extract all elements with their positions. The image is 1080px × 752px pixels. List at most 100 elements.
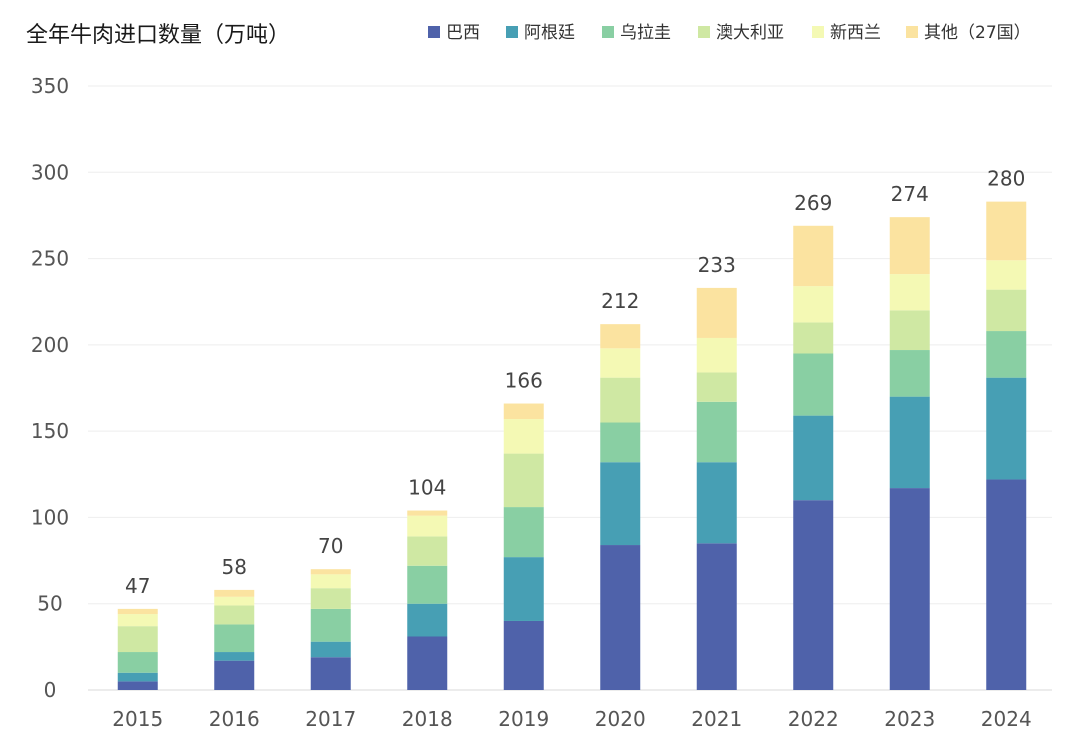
bar-segment — [889, 396, 930, 489]
bar-segment — [310, 574, 351, 589]
legend: 巴西 阿根廷 乌拉圭 澳大利亚 新西兰 其他（27国） — [428, 23, 1031, 43]
bar-segment — [214, 624, 255, 653]
y-tick-label: 300 — [31, 160, 69, 184]
total-label: 280 — [987, 167, 1025, 191]
legend-label: 巴西 — [446, 23, 480, 43]
bar-segment — [986, 479, 1027, 690]
bar-segment — [889, 310, 930, 351]
bar-segment — [407, 510, 448, 516]
bar-segment — [696, 372, 737, 402]
bar-segment — [117, 681, 158, 690]
bar-segment — [793, 500, 834, 690]
x-tick-label: 2024 — [981, 707, 1032, 731]
bar-segment — [310, 608, 351, 642]
bar-segment — [793, 415, 834, 501]
legend-label: 其他（27国） — [924, 23, 1031, 43]
legend-swatch — [506, 26, 518, 38]
total-labels: 47 58 70 104 166 212 233 269 274 280 — [125, 167, 1025, 598]
total-label: 104 — [408, 476, 446, 500]
y-tick-label: 200 — [31, 333, 69, 357]
total-label: 166 — [505, 369, 543, 393]
bar-segment — [503, 620, 544, 690]
y-tick-label: 0 — [44, 678, 57, 702]
bar-segment — [793, 322, 834, 354]
bar-segment — [986, 289, 1027, 332]
bar-segment — [117, 626, 158, 653]
y-tick-label: 350 — [31, 74, 69, 98]
bar-segment — [986, 377, 1027, 480]
total-label: 269 — [794, 191, 832, 215]
bar-segment — [696, 543, 737, 690]
bar-segment — [310, 641, 351, 658]
y-tick-label: 50 — [37, 592, 62, 616]
bar-segment — [117, 608, 158, 615]
y-tick-label: 250 — [31, 247, 69, 271]
x-tick-label: 2015 — [112, 707, 163, 731]
bar-segment — [214, 589, 255, 597]
x-axis-ticks: 2015 2016 2017 2018 2019 2020 2021 2022 2023 2024 — [112, 707, 1031, 731]
bar-segment — [889, 350, 930, 397]
bar-segment — [793, 353, 834, 416]
bar-segment — [503, 453, 544, 508]
bar-segment — [600, 377, 641, 423]
bar-segment — [503, 419, 544, 454]
bar-segment — [117, 672, 158, 682]
legend-swatch — [428, 26, 440, 38]
x-tick-label: 2022 — [788, 707, 839, 731]
bar-segment — [889, 488, 930, 690]
x-tick-label: 2017 — [305, 707, 356, 731]
legend-label: 新西兰 — [830, 23, 881, 43]
legend-swatch — [698, 26, 710, 38]
bar-segment — [407, 565, 448, 604]
total-label: 70 — [318, 534, 343, 558]
bar-segment — [214, 660, 255, 690]
x-tick-label: 2019 — [498, 707, 549, 731]
bar-segment — [696, 462, 737, 544]
bar-segment — [407, 515, 448, 537]
bar-segment — [696, 401, 737, 463]
bar-segment — [503, 557, 544, 621]
x-tick-label: 2021 — [691, 707, 742, 731]
legend-label: 澳大利亚 — [716, 23, 784, 43]
x-tick-label: 2018 — [402, 707, 453, 731]
x-tick-label: 2016 — [209, 707, 260, 731]
bar-segment — [600, 422, 641, 463]
total-label: 212 — [601, 289, 639, 313]
bar-segment — [214, 652, 255, 661]
x-tick-label: 2020 — [595, 707, 646, 731]
legend-label: 乌拉圭 — [620, 23, 671, 43]
bar-segment — [793, 286, 834, 323]
bar-segment — [986, 260, 1027, 290]
total-label: 58 — [222, 555, 247, 579]
bar-segment — [503, 403, 544, 420]
bar-segment — [407, 536, 448, 566]
bar-segment — [503, 507, 544, 558]
bar-segment — [889, 217, 930, 275]
total-label: 233 — [698, 253, 736, 277]
bar-segment — [986, 201, 1027, 261]
bar-segment — [889, 274, 930, 311]
bar-segment — [696, 287, 737, 338]
legend-swatch — [812, 26, 824, 38]
bar-segment — [310, 657, 351, 690]
chart-title: 全年牛肉进口数量（万吨） — [26, 23, 290, 48]
y-tick-label: 100 — [31, 505, 69, 529]
y-tick-label: 150 — [31, 419, 69, 443]
bar-segment — [117, 614, 158, 627]
total-label: 274 — [891, 182, 929, 206]
legend-swatch — [602, 26, 614, 38]
legend-label: 阿根廷 — [524, 23, 575, 43]
bar-segment — [214, 605, 255, 625]
bars — [117, 201, 1027, 690]
y-axis-ticks: 0 50 100 150 200 250 300 350 — [31, 74, 69, 702]
legend-swatch — [906, 26, 918, 38]
x-tick-label: 2023 — [884, 707, 935, 731]
bar-segment — [117, 652, 158, 673]
bar-segment — [986, 331, 1027, 378]
bar-segment — [310, 588, 351, 609]
bar-segment — [407, 636, 448, 690]
bar-segment — [600, 545, 641, 690]
bar-segment — [600, 462, 641, 546]
bar-segment — [696, 337, 737, 373]
